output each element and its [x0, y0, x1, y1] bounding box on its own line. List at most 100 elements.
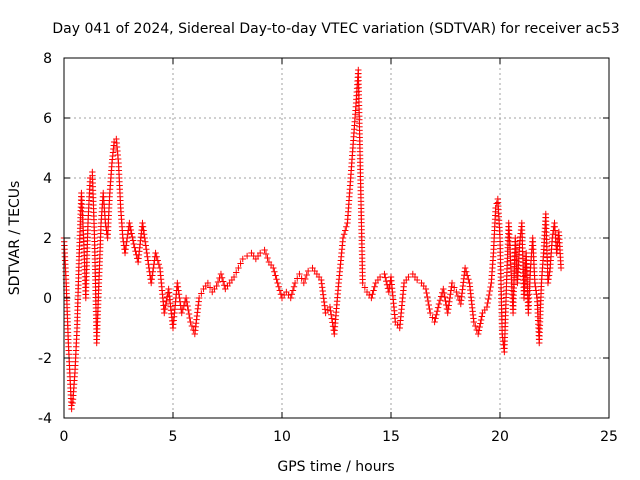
data-point-trail [142, 242, 149, 249]
data-point-trail [272, 272, 279, 279]
data-point [270, 264, 277, 272]
data-point-trail [440, 289, 448, 297]
data-point-trail [175, 291, 183, 298]
data-point [130, 240, 137, 248]
data-point-trail [142, 238, 149, 245]
data-point [204, 279, 212, 287]
data-point [195, 294, 203, 302]
data-point-trail [144, 257, 152, 264]
data-point [461, 264, 469, 272]
data-point [296, 270, 303, 278]
data-point-trail [442, 297, 449, 305]
data-point-trail [425, 301, 432, 309]
data-point-trail [188, 322, 196, 330]
data-point-trail [361, 284, 369, 291]
data-point-trail [447, 287, 455, 294]
data-point-trail [484, 299, 491, 307]
data-point-trail [237, 260, 244, 267]
data-point [139, 219, 146, 227]
data-point-trail [129, 237, 137, 244]
data-point-trail [303, 271, 310, 279]
data-point [161, 309, 168, 317]
y-tick-label: 2 [43, 231, 52, 247]
x-tick-label: 15 [382, 429, 400, 445]
data-point [339, 234, 347, 242]
data-point-trail [149, 268, 157, 275]
data-point-trail [185, 306, 192, 314]
data-point-trail [342, 227, 349, 234]
data-point-trail [486, 287, 494, 295]
data-point-trail [183, 298, 191, 306]
data-point [230, 273, 238, 281]
data-point-trail [153, 253, 160, 260]
data-point [448, 279, 456, 287]
data-point-trail [145, 261, 152, 268]
data-point-trail [546, 268, 553, 275]
data-point [274, 279, 281, 287]
data-point-trail [424, 293, 431, 301]
data-point [435, 300, 443, 308]
data-point-trail [382, 274, 389, 281]
data-point-trail [475, 327, 483, 334]
y-tick-label: 8 [43, 51, 52, 67]
x-tick-label: 20 [491, 429, 509, 445]
data-point-trail [432, 315, 439, 322]
y-tick-label: 0 [43, 291, 52, 307]
data-point [376, 273, 384, 281]
data-point-trail [150, 264, 157, 272]
data-point-trail [271, 268, 278, 275]
data-point-trail [464, 272, 471, 279]
data-point-trail [185, 310, 193, 318]
data-point-trail [448, 283, 455, 290]
data-point-trail [154, 257, 161, 264]
data-point-trail [446, 298, 453, 305]
data-point-trail [327, 307, 334, 315]
data-point [531, 279, 539, 287]
data-point-trail [218, 274, 226, 281]
data-point-trail [186, 314, 193, 322]
data-point-trail [447, 291, 454, 298]
data-point-trail [545, 276, 552, 283]
data-point-trail [144, 253, 151, 260]
data-point-trail [206, 284, 214, 291]
data-point [121, 249, 129, 257]
data-point-trail [122, 242, 130, 249]
grid-layer [64, 58, 609, 418]
data-point-trail [273, 276, 280, 283]
data-point-trail [289, 287, 297, 294]
data-point-trail [329, 319, 336, 326]
data-point [187, 318, 194, 326]
data-layer [60, 66, 565, 413]
data-point-trail [123, 238, 130, 245]
data-point-trail [340, 231, 348, 238]
data-point-trail [445, 302, 452, 309]
data-point-trail [454, 292, 462, 300]
data-point-trail [162, 301, 169, 309]
data-point-trail [148, 276, 155, 283]
data-point [444, 309, 451, 317]
data-point [440, 285, 447, 293]
data-point [431, 318, 438, 326]
data-point [291, 279, 299, 287]
data-point-trail [233, 269, 240, 276]
data-point-trail [184, 302, 191, 310]
x-tick-label: 10 [273, 429, 291, 445]
data-point [359, 279, 366, 287]
data-point-trail [371, 283, 378, 290]
x-tick-label: 25 [600, 429, 618, 445]
data-point-trail [533, 291, 540, 298]
data-point-trail [478, 313, 486, 320]
data-point-trail [277, 291, 285, 298]
data-point-trail [155, 261, 163, 268]
data-point-trail [127, 226, 135, 234]
data-point-trail [175, 287, 182, 294]
data-point-trail [423, 289, 430, 297]
data-point-trail [176, 294, 183, 302]
data-point-trail [328, 315, 336, 322]
data-point-trail [485, 291, 493, 299]
data-point-trail [369, 291, 376, 298]
data-point-trail [434, 304, 442, 311]
data-point-trail [221, 282, 228, 289]
data-point-trail [463, 268, 470, 275]
y-tick-label: 6 [43, 111, 52, 127]
